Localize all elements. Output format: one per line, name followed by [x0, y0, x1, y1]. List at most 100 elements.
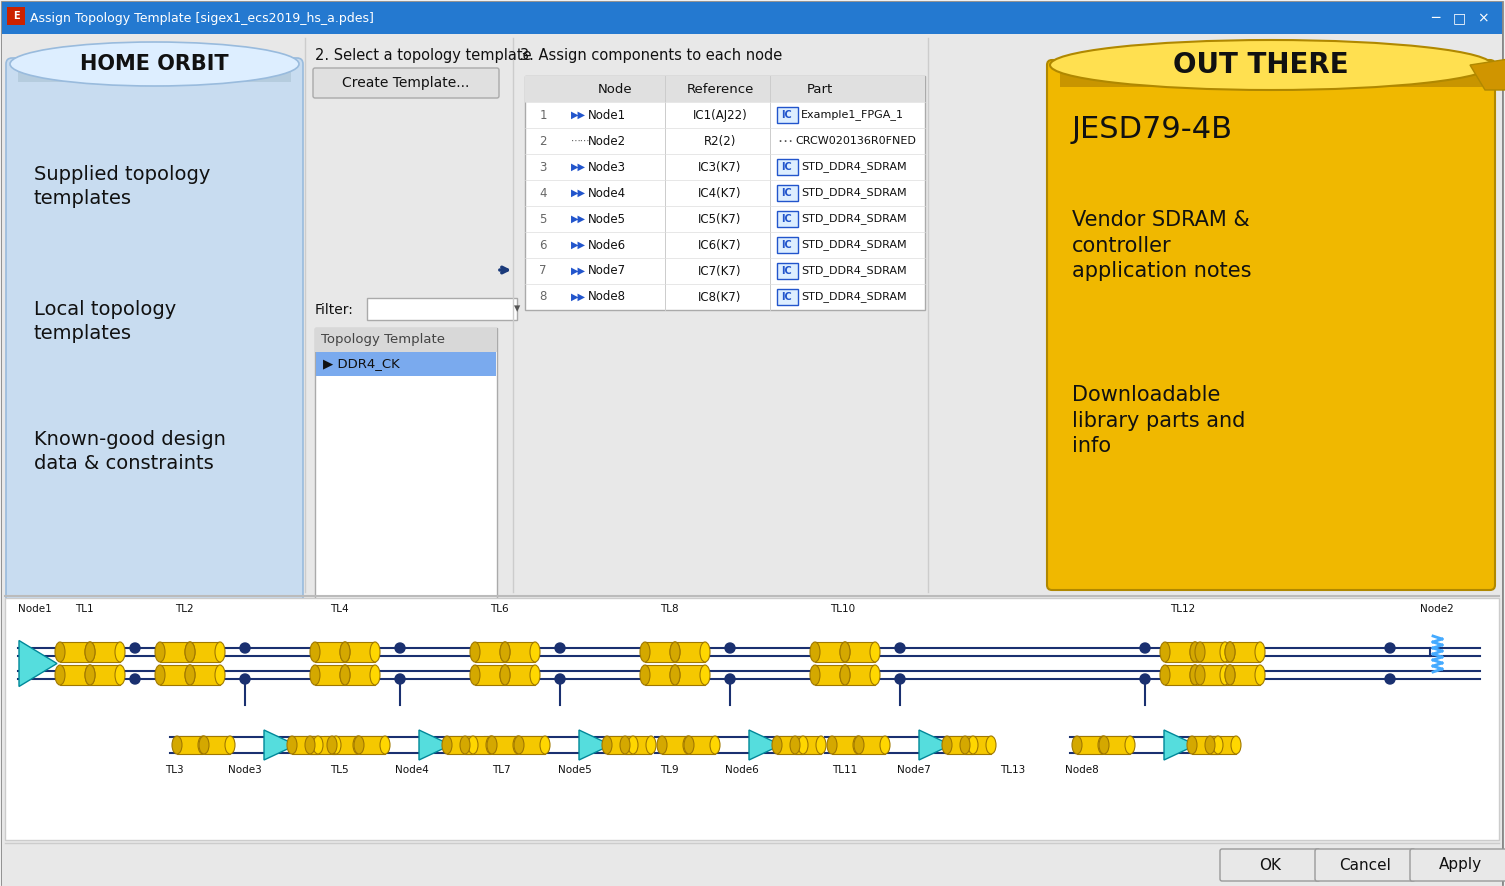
FancyBboxPatch shape: [947, 736, 974, 754]
Ellipse shape: [620, 736, 631, 754]
Text: ▶ DDR4_CK: ▶ DDR4_CK: [324, 357, 400, 370]
Text: STD_DDR4_SDRAM: STD_DDR4_SDRAM: [801, 266, 906, 276]
FancyBboxPatch shape: [1230, 642, 1260, 662]
Text: IC4(K7): IC4(K7): [698, 186, 742, 199]
Text: Node1: Node1: [588, 108, 626, 121]
FancyBboxPatch shape: [662, 736, 688, 754]
FancyBboxPatch shape: [315, 642, 345, 662]
Ellipse shape: [1213, 736, 1224, 754]
Ellipse shape: [340, 665, 351, 685]
FancyBboxPatch shape: [476, 665, 506, 685]
FancyBboxPatch shape: [345, 665, 375, 685]
Circle shape: [129, 674, 140, 684]
FancyBboxPatch shape: [492, 736, 518, 754]
Ellipse shape: [1099, 736, 1108, 754]
Text: TL7: TL7: [492, 765, 510, 775]
FancyBboxPatch shape: [316, 352, 497, 376]
Text: Example1_FPGA_1: Example1_FPGA_1: [801, 110, 905, 120]
Ellipse shape: [1225, 665, 1236, 685]
FancyBboxPatch shape: [447, 736, 473, 754]
Ellipse shape: [798, 736, 808, 754]
Ellipse shape: [56, 642, 65, 662]
Text: Reference: Reference: [686, 82, 754, 96]
Polygon shape: [1163, 730, 1196, 760]
Text: TL10: TL10: [829, 604, 855, 614]
Circle shape: [394, 674, 405, 684]
FancyBboxPatch shape: [777, 736, 804, 754]
Text: □: □: [1452, 11, 1466, 25]
Ellipse shape: [700, 642, 710, 662]
Circle shape: [1385, 643, 1395, 653]
Text: IC: IC: [781, 214, 792, 224]
FancyBboxPatch shape: [160, 642, 190, 662]
Text: IC: IC: [781, 162, 792, 172]
Text: 6: 6: [539, 238, 546, 252]
Ellipse shape: [1221, 642, 1230, 662]
Ellipse shape: [880, 736, 889, 754]
Polygon shape: [579, 730, 611, 760]
Ellipse shape: [185, 665, 196, 685]
Text: Node7: Node7: [897, 765, 930, 775]
Polygon shape: [418, 730, 452, 760]
FancyBboxPatch shape: [525, 76, 926, 102]
Ellipse shape: [1190, 642, 1199, 662]
Ellipse shape: [313, 736, 324, 754]
Ellipse shape: [772, 736, 783, 754]
FancyBboxPatch shape: [313, 68, 500, 98]
Ellipse shape: [853, 736, 864, 754]
Text: TL2: TL2: [175, 604, 194, 614]
Ellipse shape: [986, 736, 996, 754]
Ellipse shape: [340, 642, 351, 662]
Ellipse shape: [670, 665, 680, 685]
Ellipse shape: [628, 736, 638, 754]
Text: JESD79-4B: JESD79-4B: [1072, 115, 1233, 144]
Ellipse shape: [1206, 736, 1215, 754]
Text: ▶▶: ▶▶: [570, 214, 585, 224]
Text: Node5: Node5: [588, 213, 626, 226]
Ellipse shape: [155, 642, 166, 662]
Ellipse shape: [540, 736, 549, 754]
Ellipse shape: [1225, 642, 1236, 662]
Ellipse shape: [670, 665, 680, 685]
Text: 4: 4: [539, 186, 546, 199]
Ellipse shape: [700, 665, 710, 685]
Text: Supplied topology
templates: Supplied topology templates: [35, 165, 211, 208]
FancyBboxPatch shape: [2, 34, 1502, 886]
FancyBboxPatch shape: [190, 642, 220, 662]
Text: Filter:: Filter:: [315, 303, 354, 317]
FancyBboxPatch shape: [1195, 642, 1225, 662]
Ellipse shape: [942, 736, 953, 754]
Ellipse shape: [306, 736, 315, 754]
Text: HOME ORBIT: HOME ORBIT: [80, 54, 229, 74]
Ellipse shape: [340, 665, 351, 685]
Circle shape: [239, 674, 250, 684]
Text: ×: ×: [1478, 11, 1488, 25]
Ellipse shape: [816, 736, 826, 754]
FancyBboxPatch shape: [859, 736, 885, 754]
FancyBboxPatch shape: [625, 736, 652, 754]
Text: IC: IC: [781, 240, 792, 250]
FancyBboxPatch shape: [676, 642, 704, 662]
Text: ▶▶: ▶▶: [570, 162, 585, 172]
Text: STD_DDR4_SDRAM: STD_DDR4_SDRAM: [801, 239, 906, 251]
Text: ▾: ▾: [513, 302, 521, 315]
Ellipse shape: [84, 665, 95, 685]
Ellipse shape: [226, 736, 235, 754]
Polygon shape: [920, 730, 951, 760]
Ellipse shape: [84, 642, 95, 662]
Text: IC5(K7): IC5(K7): [698, 213, 742, 226]
Circle shape: [725, 643, 734, 653]
FancyBboxPatch shape: [315, 328, 497, 352]
Ellipse shape: [500, 665, 510, 685]
FancyBboxPatch shape: [795, 736, 822, 754]
FancyBboxPatch shape: [832, 736, 858, 754]
Ellipse shape: [370, 665, 379, 685]
FancyBboxPatch shape: [689, 736, 715, 754]
Text: TL3: TL3: [166, 765, 184, 775]
Text: Part: Part: [807, 82, 834, 96]
Text: ▶▶: ▶▶: [570, 188, 585, 198]
FancyBboxPatch shape: [333, 736, 358, 754]
FancyBboxPatch shape: [5, 598, 1499, 840]
Text: CRCW020136R0FNED: CRCW020136R0FNED: [795, 136, 917, 146]
Ellipse shape: [810, 642, 820, 662]
